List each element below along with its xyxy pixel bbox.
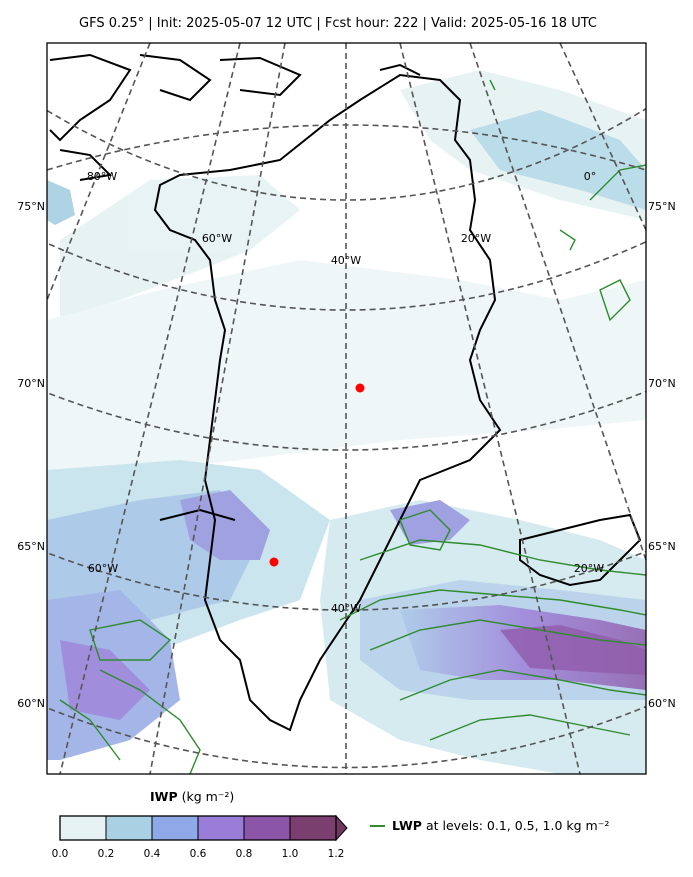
lwp-contours — [59, 79, 646, 774]
colorbar-title: IWP (kg m⁻²) — [150, 789, 234, 804]
colorbar — [59, 814, 348, 842]
graticule — [47, 43, 646, 774]
colorbar-tick-label: 0.4 — [143, 848, 161, 860]
lat-label-left-65: 65°N — [17, 540, 45, 553]
lat-label-left-60: 60°N — [17, 697, 45, 710]
lon-label-60w-south: 60°W — [88, 562, 118, 575]
lon-label-40w-north: 40°W — [331, 254, 361, 267]
colorbar-segment — [289, 815, 337, 841]
colorbar-extend-arrow — [335, 814, 348, 842]
figure-title: GFS 0.25° | Init: 2025-05-07 12 UTC | Fc… — [79, 16, 597, 31]
colorbar-segments — [59, 815, 337, 841]
lon-label-40w-south: 40°W — [331, 602, 361, 615]
colorbar-tick-label: 1.0 — [281, 848, 299, 860]
lwp-legend-swatch — [370, 824, 385, 827]
colorbar-title-unit: (kg m⁻²) — [181, 789, 235, 804]
lat-label-left-70: 70°N — [17, 377, 45, 390]
marker-southwest — [269, 557, 279, 567]
colorbar-segment — [243, 815, 291, 841]
colorbar-tick-label: 0.8 — [235, 848, 253, 860]
map-panel: 80°W 60°W 40°W 20°W 0° 60°W 40°W 20°W 75… — [17, 42, 676, 775]
colorbar-segment — [105, 815, 153, 841]
colorbar-frame — [59, 815, 337, 841]
colorbar-tick-label: 0.2 — [97, 848, 115, 860]
lon-label-20w-south: 20°W — [574, 562, 604, 575]
lat-label-right-65: 65°N — [648, 540, 676, 553]
map-frame — [46, 42, 647, 775]
lon-label-20w-north: 20°W — [461, 232, 491, 245]
iwp-shading — [47, 70, 646, 774]
colorbar-segment — [197, 815, 245, 841]
lat-label-right-70: 70°N — [648, 377, 676, 390]
colorbar-segment — [59, 815, 107, 841]
lon-label-60w-north: 60°W — [202, 232, 232, 245]
lwp-legend-bold: LWP — [392, 818, 422, 833]
lat-label-right-60: 60°N — [648, 697, 676, 710]
colorbar-tick-label: 0.0 — [51, 848, 69, 860]
lon-label-0: 0° — [584, 170, 597, 183]
marker-summit — [355, 383, 365, 393]
lon-label-80w: 80°W — [87, 170, 117, 183]
coastline — [49, 53, 642, 732]
lat-label-right-75: 75°N — [648, 200, 676, 213]
lwp-legend-text: at levels: 0.1, 0.5, 1.0 kg m⁻² — [425, 818, 610, 833]
lat-label-left-75: 75°N — [17, 200, 45, 213]
colorbar-title-bold: IWP — [150, 789, 178, 804]
lwp-legend: LWP at levels: 0.1, 0.5, 1.0 kg m⁻² — [370, 818, 609, 833]
colorbar-tick-label: 0.6 — [189, 848, 207, 860]
colorbar-segment — [151, 815, 199, 841]
colorbar-tick-label: 1.2 — [327, 848, 345, 860]
